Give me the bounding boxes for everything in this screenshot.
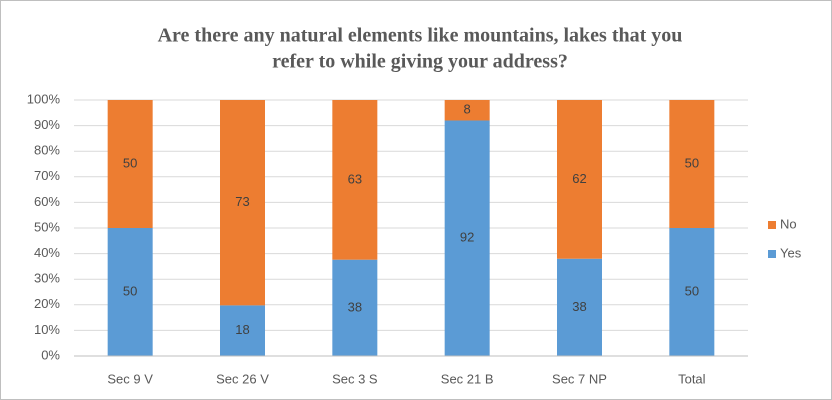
bar-segment: [669, 228, 715, 356]
x-tick-label: Sec 26 V: [216, 371, 269, 386]
y-tick-label: 30%: [34, 271, 60, 286]
bar-segment: [107, 228, 153, 356]
bar-segment: [332, 259, 378, 356]
legend-swatch: [768, 250, 776, 258]
chart-title: refer to while giving your address?: [272, 51, 568, 73]
data-label: 38: [572, 299, 586, 314]
y-tick-label: 0%: [41, 347, 60, 362]
bar-segment: [557, 258, 602, 356]
x-tick-label: Sec 21 B: [441, 371, 494, 386]
data-label: 8: [464, 102, 471, 117]
y-tick-label: 10%: [34, 322, 60, 337]
data-label: 63: [348, 171, 362, 186]
legend-label: No: [780, 216, 797, 231]
legend-label: Yes: [780, 245, 802, 260]
data-label: 50: [685, 283, 699, 298]
y-tick-label: 80%: [34, 143, 60, 158]
bar-segment: [557, 100, 602, 259]
data-label: 18: [235, 322, 249, 337]
bar-segment: [107, 100, 153, 228]
data-label: 92: [460, 230, 474, 245]
data-label: 38: [348, 299, 362, 314]
legend-swatch: [768, 221, 776, 229]
y-tick-label: 50%: [34, 219, 60, 234]
y-tick-label: 60%: [34, 194, 60, 209]
y-tick-label: 100%: [27, 91, 61, 106]
bar-segment: [220, 305, 265, 356]
bar-segment: [444, 100, 490, 121]
data-label: 50: [123, 283, 137, 298]
chart-title: Are there any natural elements like moun…: [158, 25, 683, 47]
data-label: 50: [123, 155, 137, 170]
bar-segment: [332, 100, 378, 260]
bar-segment: [220, 100, 265, 306]
x-tick-label: Sec 7 NP: [552, 371, 607, 386]
x-tick-label: Sec 9 V: [107, 371, 153, 386]
x-tick-label: Total: [678, 371, 706, 386]
data-label: 50: [685, 155, 699, 170]
bar-segment: [444, 120, 490, 356]
x-tick-label: Sec 3 S: [332, 371, 378, 386]
bar-segment: [669, 100, 715, 228]
y-tick-label: 20%: [34, 296, 60, 311]
y-tick-label: 40%: [34, 245, 60, 260]
data-label: 73: [235, 194, 249, 209]
y-tick-label: 90%: [34, 117, 60, 132]
y-tick-label: 70%: [34, 168, 60, 183]
data-label: 62: [572, 171, 586, 186]
